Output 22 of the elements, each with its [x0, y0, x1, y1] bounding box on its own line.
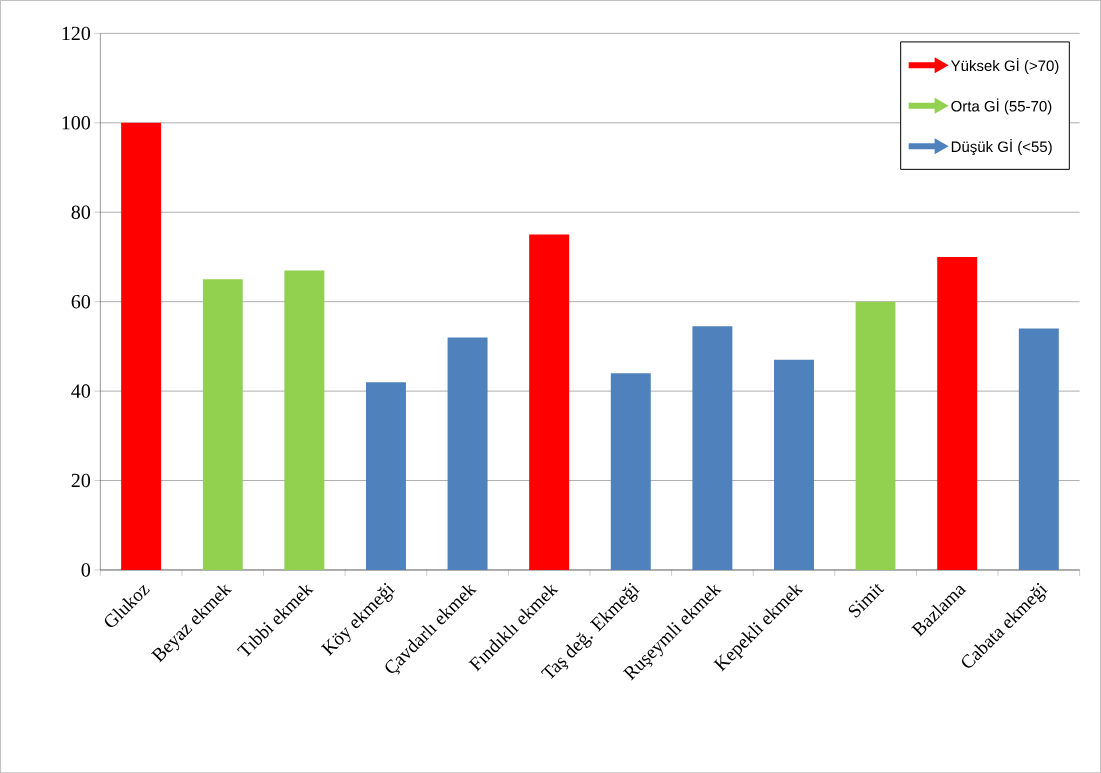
y-tick-label: 80: [71, 205, 91, 219]
y-tick-label: 120: [62, 26, 91, 40]
bar: [529, 234, 570, 570]
legend-label: Yüksek Gİ (>70): [950, 57, 1059, 74]
bar: [610, 373, 651, 570]
bar: [447, 337, 488, 570]
bar: [202, 279, 243, 570]
y-tick-label: 40: [71, 384, 91, 398]
bar: [855, 301, 896, 570]
bar: [937, 256, 978, 570]
bar: [365, 382, 406, 570]
bar: [1018, 328, 1059, 570]
y-tick-label: 0: [81, 563, 91, 577]
bar: [774, 359, 814, 570]
legend-label: Orta Gİ (55-70): [951, 98, 1052, 115]
y-tick-label: 60: [71, 294, 91, 309]
bar: [121, 122, 162, 570]
bar: [284, 270, 325, 570]
y-tick-label: 20: [71, 473, 91, 488]
y-tick-label: 100: [62, 115, 91, 130]
bar: [692, 326, 733, 570]
legend-label: Düşük Gİ (<55): [951, 138, 1052, 155]
